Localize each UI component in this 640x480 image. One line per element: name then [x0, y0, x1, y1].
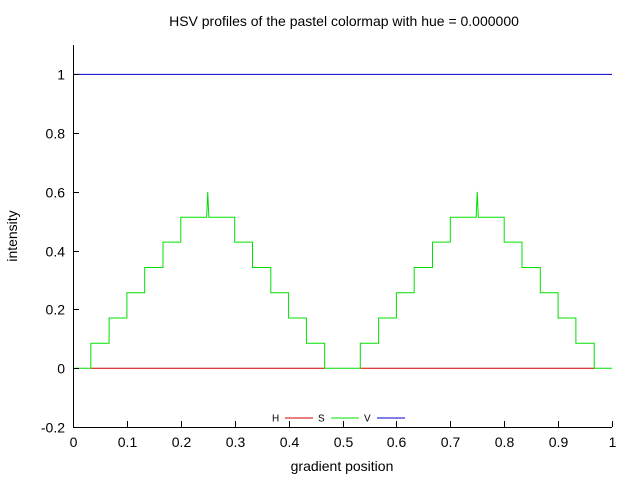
y-tick-label: 0.4 — [46, 244, 66, 260]
x-tick-label: 0.4 — [280, 434, 300, 450]
legend-label-s: S — [318, 414, 325, 425]
x-tick-label: 0.9 — [549, 434, 569, 450]
chart-title: HSV profiles of the pastel colormap with… — [169, 13, 519, 29]
y-ticks: -0.2 0 0.2 0.4 0.6 0.8 1 — [41, 67, 79, 436]
x-axis-label: gradient position — [291, 458, 394, 474]
y-tick-label: 0 — [57, 361, 65, 377]
x-tick-label: 0.1 — [118, 434, 138, 450]
legend-label-h: H — [272, 414, 279, 425]
plot-lines — [73, 73, 612, 369]
series-line-s — [73, 191, 612, 369]
y-axis-label: intensity — [4, 210, 20, 261]
y-tick-label: 1 — [57, 67, 65, 83]
y-tick-label: -0.2 — [41, 420, 65, 436]
y-tick-label: 0.6 — [46, 185, 66, 201]
x-tick-label: 1 — [609, 434, 617, 450]
legend-label-v: V — [364, 414, 371, 425]
x-tick-label: 0.5 — [334, 434, 354, 450]
x-tick-label: 0.6 — [387, 434, 407, 450]
x-tick-label: 0.2 — [172, 434, 192, 450]
x-tick-label: 0.3 — [226, 434, 246, 450]
x-ticks: 0 0.1 0.2 0.3 0.4 0.5 0.6 0.7 0.8 0.9 1 — [70, 421, 617, 450]
x-tick-label: 0 — [70, 434, 78, 450]
y-tick-label: 0.8 — [46, 126, 66, 142]
y-tick-label: 0.2 — [46, 302, 66, 318]
x-tick-label: 0.7 — [441, 434, 461, 450]
x-tick-label: 0.8 — [495, 434, 515, 450]
